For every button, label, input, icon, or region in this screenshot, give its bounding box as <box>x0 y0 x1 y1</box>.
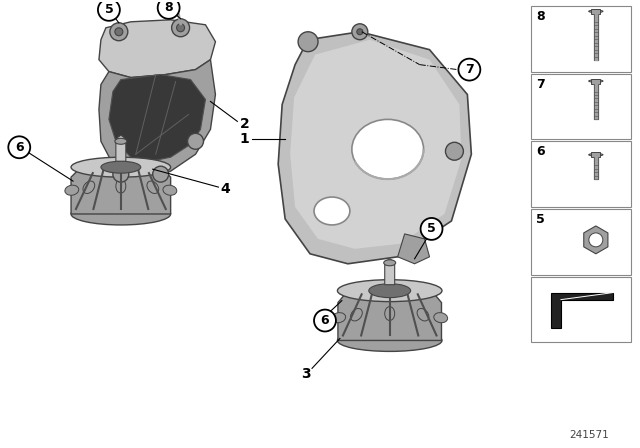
Ellipse shape <box>589 80 603 82</box>
FancyBboxPatch shape <box>531 6 630 72</box>
Ellipse shape <box>385 306 395 320</box>
Polygon shape <box>591 152 600 157</box>
Circle shape <box>8 136 30 158</box>
Circle shape <box>110 23 128 41</box>
Circle shape <box>589 233 603 247</box>
Text: 6: 6 <box>536 145 545 158</box>
Polygon shape <box>109 74 205 161</box>
Circle shape <box>98 0 120 21</box>
Ellipse shape <box>332 313 346 323</box>
Polygon shape <box>71 161 171 214</box>
Ellipse shape <box>434 313 447 323</box>
Circle shape <box>177 24 184 32</box>
Circle shape <box>445 142 463 160</box>
Text: 5: 5 <box>427 222 436 235</box>
Ellipse shape <box>314 197 350 225</box>
Ellipse shape <box>83 181 95 194</box>
Text: 2: 2 <box>239 117 249 131</box>
Ellipse shape <box>71 157 171 177</box>
FancyBboxPatch shape <box>531 209 630 275</box>
Text: 7: 7 <box>536 78 545 90</box>
Circle shape <box>352 24 368 40</box>
Circle shape <box>458 59 481 81</box>
Ellipse shape <box>369 284 411 297</box>
Polygon shape <box>385 259 395 284</box>
FancyBboxPatch shape <box>531 73 630 139</box>
Ellipse shape <box>71 203 171 225</box>
Text: 7: 7 <box>465 63 474 76</box>
Ellipse shape <box>589 154 603 156</box>
Circle shape <box>298 32 318 52</box>
Circle shape <box>357 29 363 35</box>
Ellipse shape <box>352 119 424 179</box>
Ellipse shape <box>115 138 127 144</box>
Polygon shape <box>99 60 216 177</box>
Ellipse shape <box>116 179 126 193</box>
Text: 3: 3 <box>301 367 311 381</box>
Text: 8: 8 <box>536 10 545 23</box>
Ellipse shape <box>65 185 79 195</box>
Polygon shape <box>551 293 612 327</box>
Text: 1: 1 <box>239 132 249 146</box>
Polygon shape <box>278 32 472 264</box>
Circle shape <box>157 0 180 19</box>
Polygon shape <box>591 78 600 83</box>
Ellipse shape <box>589 10 603 13</box>
Polygon shape <box>591 9 600 14</box>
Polygon shape <box>116 135 126 161</box>
Text: 8: 8 <box>164 1 173 14</box>
Ellipse shape <box>417 309 429 321</box>
Polygon shape <box>584 226 608 254</box>
Polygon shape <box>290 40 461 249</box>
Text: 6: 6 <box>15 141 24 154</box>
Ellipse shape <box>337 280 442 302</box>
Circle shape <box>188 134 204 149</box>
Polygon shape <box>397 234 429 264</box>
Polygon shape <box>338 284 442 340</box>
Text: 6: 6 <box>321 314 330 327</box>
Text: 5: 5 <box>536 213 545 226</box>
FancyBboxPatch shape <box>531 277 630 342</box>
Ellipse shape <box>337 329 442 351</box>
Circle shape <box>115 28 123 36</box>
Circle shape <box>314 310 336 332</box>
Circle shape <box>172 19 189 37</box>
Polygon shape <box>99 20 216 78</box>
Circle shape <box>113 166 129 182</box>
Text: 5: 5 <box>104 3 113 16</box>
Text: 241571: 241571 <box>569 430 609 440</box>
Ellipse shape <box>351 309 362 321</box>
Circle shape <box>420 218 442 240</box>
Circle shape <box>153 166 168 182</box>
FancyBboxPatch shape <box>531 141 630 207</box>
Ellipse shape <box>384 260 396 266</box>
Ellipse shape <box>163 185 177 195</box>
Ellipse shape <box>147 181 159 194</box>
Text: 4: 4 <box>221 182 230 196</box>
Ellipse shape <box>101 161 141 173</box>
